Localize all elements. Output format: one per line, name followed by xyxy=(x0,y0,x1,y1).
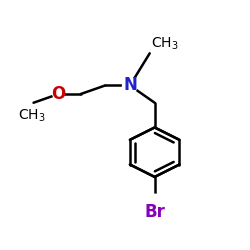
Circle shape xyxy=(53,89,64,100)
Circle shape xyxy=(146,194,163,212)
Text: CH$_3$: CH$_3$ xyxy=(18,108,46,124)
Text: CH$_3$: CH$_3$ xyxy=(151,36,178,52)
Text: Br: Br xyxy=(144,203,165,221)
Circle shape xyxy=(122,78,137,93)
Text: O: O xyxy=(51,85,66,103)
Text: N: N xyxy=(123,76,137,94)
